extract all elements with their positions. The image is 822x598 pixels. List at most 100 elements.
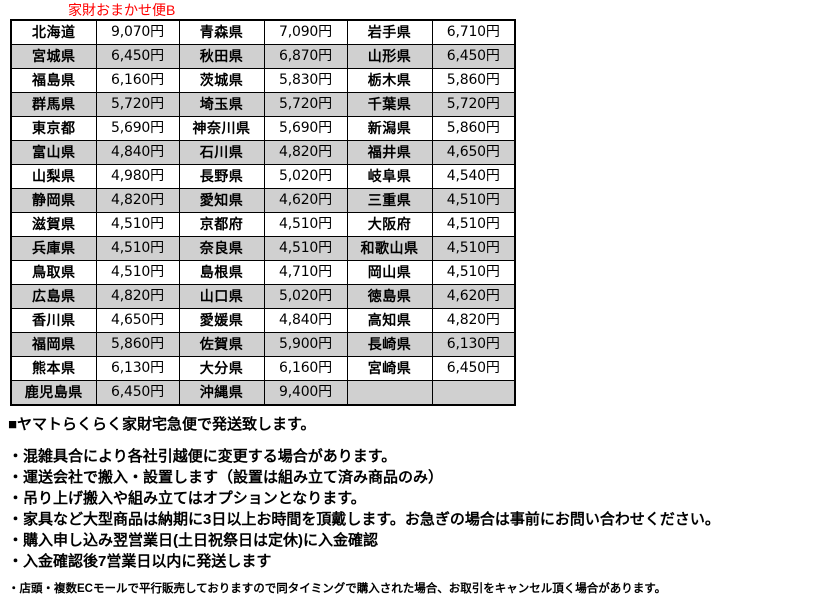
notes-section: ■ヤマトらくらく家財宅急便で発送致します。 ・混雑具合により各社引越便に変更する… (8, 414, 818, 598)
notes-list: ・混雑具合により各社引越便に変更する場合があります。・運送会社で搬入・設置します… (8, 446, 818, 572)
prefecture-cell: 北海道 (10, 19, 97, 45)
prefecture-cell: 宮崎県 (346, 356, 433, 381)
prefecture-cell: 岐阜県 (346, 164, 433, 189)
price-cell: 4,510円 (263, 212, 348, 237)
prefecture-cell: 広島県 (10, 284, 97, 309)
price-cell: 6,130円 (95, 356, 180, 381)
price-cell: 5,720円 (263, 92, 348, 117)
table-row: 静岡県 4,820円 愛知県 4,620円 三重県 4,510円 (10, 188, 516, 213)
price-cell: 4,620円 (431, 284, 516, 309)
price-cell: 4,710円 (263, 260, 348, 285)
price-cell: 9,070円 (95, 19, 180, 45)
prefecture-cell: 山梨県 (10, 164, 97, 189)
price-cell: 4,820円 (263, 140, 348, 165)
table-row: 北海道 9,070円 青森県 7,090円 岩手県 6,710円 (10, 19, 516, 45)
table-row: 福岡県 5,860円 佐賀県 5,900円 長崎県 6,130円 (10, 332, 516, 357)
price-cell: 5,720円 (431, 92, 516, 117)
prefecture-cell: 栃木県 (346, 68, 433, 93)
prefecture-cell: 高知県 (346, 308, 433, 333)
price-cell: 4,540円 (431, 164, 516, 189)
note-line: ・運送会社で搬入・設置します（設置は組み立て済み商品のみ） (8, 469, 444, 486)
page-title: 家財おまかせ便B (68, 2, 176, 18)
prefecture-cell: 三重県 (346, 188, 433, 213)
price-cell: 4,510円 (431, 188, 516, 213)
price-cell: 6,130円 (431, 332, 516, 357)
price-cell: 5,020円 (263, 164, 348, 189)
table-row: 山梨県 4,980円 長野県 5,020円 岐阜県 4,540円 (10, 164, 516, 189)
prefecture-cell: 秋田県 (178, 44, 265, 69)
price-cell: 5,830円 (263, 68, 348, 93)
price-cell: 4,510円 (431, 260, 516, 285)
table-row: 富山県 4,840円 石川県 4,820円 福井県 4,650円 (10, 140, 516, 165)
price-cell: 5,860円 (431, 116, 516, 141)
price-cell: 4,510円 (263, 236, 348, 261)
prefecture-cell: 鹿児島県 (10, 380, 97, 406)
prefecture-cell: 千葉県 (346, 92, 433, 117)
prefecture-cell: 長野県 (178, 164, 265, 189)
prefecture-cell: 京都府 (178, 212, 265, 237)
price-cell: 4,510円 (95, 260, 180, 285)
note-line: ・混雑具合により各社引越便に変更する場合があります。 (8, 448, 397, 465)
price-cell: 9,400円 (263, 380, 348, 406)
prefecture-cell: 大阪府 (346, 212, 433, 237)
shipping-fee-table: 北海道 9,070円 青森県 7,090円 岩手県 6,710円 宮城県 6,450円 秋田県 6… (10, 19, 516, 406)
price-cell: 4,510円 (431, 236, 516, 261)
table-row: 兵庫県 4,510円 奈良県 4,510円 和歌山県 4,510円 (10, 236, 516, 261)
table-row: 東京都 5,690円 神奈川県 5,690円 新潟県 5,860円 (10, 116, 516, 141)
prefecture-cell: 鳥取県 (10, 260, 97, 285)
prefecture-cell: 山形県 (346, 44, 433, 69)
prefecture-cell: 茨城県 (178, 68, 265, 93)
price-cell: 6,450円 (95, 380, 180, 406)
price-cell: 4,820円 (431, 308, 516, 333)
price-cell: 4,510円 (95, 236, 180, 261)
prefecture-cell: 東京都 (10, 116, 97, 141)
prefecture-cell: 岩手県 (346, 19, 433, 45)
price-cell: 6,160円 (95, 68, 180, 93)
price-cell: 4,510円 (431, 212, 516, 237)
price-cell: 6,160円 (263, 356, 348, 381)
prefecture-cell: 山口県 (178, 284, 265, 309)
table-row: 広島県 4,820円 山口県 5,020円 徳島県 4,620円 (10, 284, 516, 309)
note-line: ・家具など大型商品は納期に3日以上お時間を頂戴します。お急ぎの場合は事前にお問い… (8, 511, 720, 528)
prefecture-cell: 徳島県 (346, 284, 433, 309)
price-cell: 6,450円 (431, 356, 516, 381)
notes-heading: ■ヤマトらくらく家財宅急便で発送致します。 (8, 416, 316, 433)
prefecture-cell: 富山県 (10, 140, 97, 165)
prefecture-cell: 佐賀県 (178, 332, 265, 357)
price-cell (431, 380, 516, 406)
prefecture-cell: 沖縄県 (178, 380, 265, 406)
prefecture-cell: 静岡県 (10, 188, 97, 213)
table-row: 福島県 6,160円 茨城県 5,830円 栃木県 5,860円 (10, 68, 516, 93)
table-row: 香川県 4,650円 愛媛県 4,840円 高知県 4,820円 (10, 308, 516, 333)
prefecture-cell: 兵庫県 (10, 236, 97, 261)
prefecture-cell: 宮城県 (10, 44, 97, 69)
price-cell: 5,690円 (95, 116, 180, 141)
prefecture-cell: 和歌山県 (346, 236, 433, 261)
price-cell: 6,450円 (95, 44, 180, 69)
prefecture-cell: 福岡県 (10, 332, 97, 357)
price-cell: 5,860円 (95, 332, 180, 357)
price-cell: 6,450円 (431, 44, 516, 69)
table-row: 熊本県 6,130円 大分県 6,160円 宮崎県 6,450円 (10, 356, 516, 381)
prefecture-cell: 岡山県 (346, 260, 433, 285)
price-cell: 5,020円 (263, 284, 348, 309)
price-cell: 4,820円 (95, 188, 180, 213)
note-line: ・入金確認後7営業日以内に発送します (8, 553, 272, 570)
prefecture-cell: 青森県 (178, 19, 265, 45)
prefecture-cell: 奈良県 (178, 236, 265, 261)
price-cell: 6,870円 (263, 44, 348, 69)
price-cell: 5,690円 (263, 116, 348, 141)
table-row: 鹿児島県 6,450円 沖縄県 9,400円 (10, 380, 516, 406)
price-cell: 5,720円 (95, 92, 180, 117)
table-row: 鳥取県 4,510円 島根県 4,710円 岡山県 4,510円 (10, 260, 516, 285)
shipping-fee-table-container: 北海道 9,070円 青森県 7,090円 岩手県 6,710円 宮城県 6,450円 秋田県 6… (10, 19, 516, 406)
price-cell: 5,900円 (263, 332, 348, 357)
prefecture-cell (346, 380, 433, 406)
price-cell: 4,510円 (95, 212, 180, 237)
prefecture-cell: 埼玉県 (178, 92, 265, 117)
prefecture-cell: 愛知県 (178, 188, 265, 213)
price-cell: 4,650円 (431, 140, 516, 165)
prefecture-cell: 神奈川県 (178, 116, 265, 141)
prefecture-cell: 長崎県 (346, 332, 433, 357)
table-row: 宮城県 6,450円 秋田県 6,870円 山形県 6,450円 (10, 44, 516, 69)
